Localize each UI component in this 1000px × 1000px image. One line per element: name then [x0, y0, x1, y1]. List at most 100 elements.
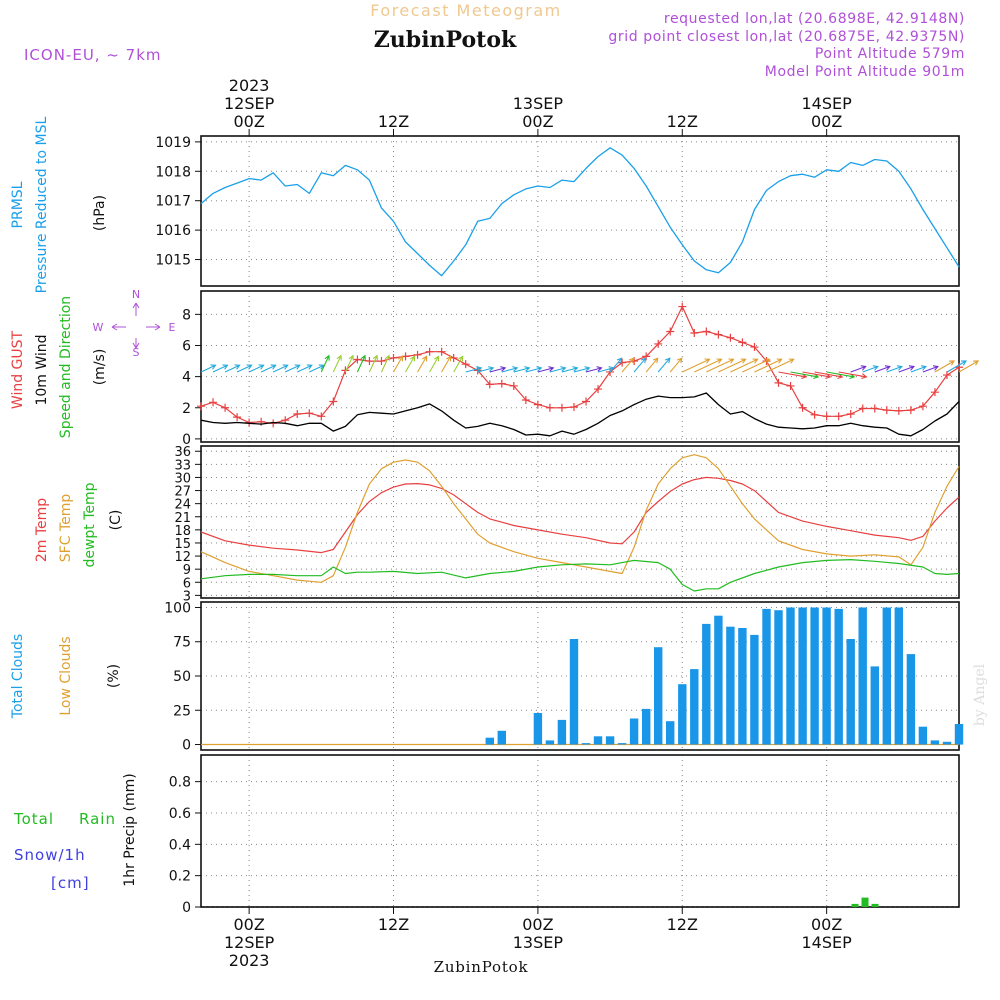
p2-label-gust: Wind GUST: [10, 330, 26, 409]
gust-marker: [870, 404, 879, 413]
panel-frame: [200, 445, 960, 599]
cloud-bar: [798, 607, 807, 745]
wind-direction-arrow: [850, 365, 867, 373]
y-tick-label: 8: [182, 307, 191, 323]
wind-direction-arrow: [886, 365, 903, 373]
cloud-bar: [882, 607, 891, 745]
cloud-bar: [593, 736, 603, 745]
p2-label-wind: 10m Wind: [34, 334, 50, 405]
rain-bar: [861, 897, 869, 907]
wind-direction-arrow: [910, 365, 927, 373]
compass-n: N: [132, 288, 140, 301]
wind-direction-arrow: [513, 366, 531, 373]
cloud-bar: [617, 743, 627, 745]
cloud-bar: [738, 628, 747, 745]
y-tick-label: 6: [182, 338, 191, 354]
y-tick-label: 75: [173, 635, 191, 651]
panel-frame: [200, 290, 960, 443]
cloud-bar: [726, 626, 735, 745]
p5-label-total: Total: [13, 810, 54, 828]
cloud-bar: [906, 654, 916, 745]
gust-marker: [846, 409, 855, 418]
x-tick-label-top: 12Z: [667, 112, 698, 131]
wind-direction-arrow: [236, 364, 253, 373]
compass-s: S: [133, 346, 140, 359]
gust-marker: [461, 360, 470, 369]
p1-units: (hPa): [92, 195, 108, 231]
gust-marker: [329, 397, 338, 406]
gust-marker: [906, 406, 915, 415]
y-tick-label: 2: [182, 401, 191, 417]
wind-direction-arrow: [248, 364, 265, 373]
p1-label-prmsl: PRMSL: [10, 181, 26, 228]
wind10m-line: [200, 392, 960, 437]
rain-bar: [851, 903, 859, 907]
gust-marker: [413, 350, 422, 359]
x-tick-label-bottom: 2023: [229, 951, 270, 970]
wind-direction-arrow: [525, 366, 543, 373]
gust-marker: [533, 400, 542, 409]
cloud-bar: [846, 639, 855, 745]
credit-watermark: by Angel: [972, 663, 988, 726]
wind-direction-arrow: [549, 366, 567, 373]
y-tick-label: 0: [182, 738, 191, 754]
gust-marker: [341, 366, 350, 375]
gust-marker: [221, 403, 230, 412]
cloud-bar: [629, 718, 639, 745]
wind-direction-arrow: [393, 355, 404, 373]
wind-direction-arrow: [284, 364, 301, 373]
gust-marker: [786, 381, 795, 390]
cloud-bar: [569, 639, 579, 745]
y-tick-label: 12: [174, 550, 191, 565]
wind-direction-arrow: [561, 366, 579, 373]
wind-direction-arrow: [309, 364, 325, 373]
gust-marker: [618, 358, 627, 367]
p4-label-total: Total Clouds: [10, 634, 26, 719]
p3-units: (C): [108, 510, 124, 531]
p5-label-snow: Snow/1h: [14, 846, 86, 864]
gust-marker: [810, 410, 819, 419]
wind-direction-arrow: [381, 354, 390, 373]
p5-label-rain: Rain: [79, 810, 116, 828]
gust-marker: [197, 402, 205, 411]
gust-marker: [738, 338, 747, 347]
gust-marker: [353, 355, 362, 364]
cloud-bar: [750, 634, 759, 745]
x-tick-label-top: 00Z: [522, 112, 553, 131]
wind-direction-arrow: [212, 364, 229, 373]
compass-arrows: [111, 302, 161, 349]
gust-marker: [569, 402, 578, 411]
panel-frame: [200, 135, 960, 287]
wind-direction-arrow: [742, 358, 771, 373]
x-tick-label-bottom: 00Z: [522, 915, 553, 934]
wind-direction-arrow: [320, 354, 330, 373]
wind-direction-arrow: [260, 364, 277, 373]
gust-marker: [582, 397, 591, 406]
wind-direction-arrow: [706, 358, 735, 373]
p5-label-cm: [cm]: [51, 874, 90, 892]
cloud-bar: [858, 607, 867, 745]
gust-marker: [485, 380, 494, 389]
y-tick-label: 1018: [155, 164, 191, 180]
panel-frame: [200, 754, 960, 908]
gust-marker: [377, 357, 386, 366]
cloud-bar: [702, 623, 711, 745]
gust-line: [200, 306, 960, 424]
cloud-bar: [557, 719, 567, 745]
cloud-bar: [786, 607, 795, 745]
gust-marker: [858, 404, 867, 413]
gust-marker: [497, 379, 506, 388]
y-tick-label: 33: [174, 458, 191, 473]
wind-direction-arrow: [898, 365, 915, 373]
cloud-bar: [497, 730, 506, 745]
wind-direction-arrow: [946, 360, 967, 373]
wind-direction-arrow: [453, 355, 464, 373]
cloud-bar: [870, 666, 879, 745]
p4-label-low: Low Clouds: [58, 636, 74, 715]
wind-direction-arrow: [200, 364, 217, 373]
wind-direction-arrow: [368, 354, 378, 373]
wind-direction-arrow: [224, 364, 241, 373]
p4-units: (%): [106, 664, 122, 688]
gust-marker: [690, 329, 699, 338]
